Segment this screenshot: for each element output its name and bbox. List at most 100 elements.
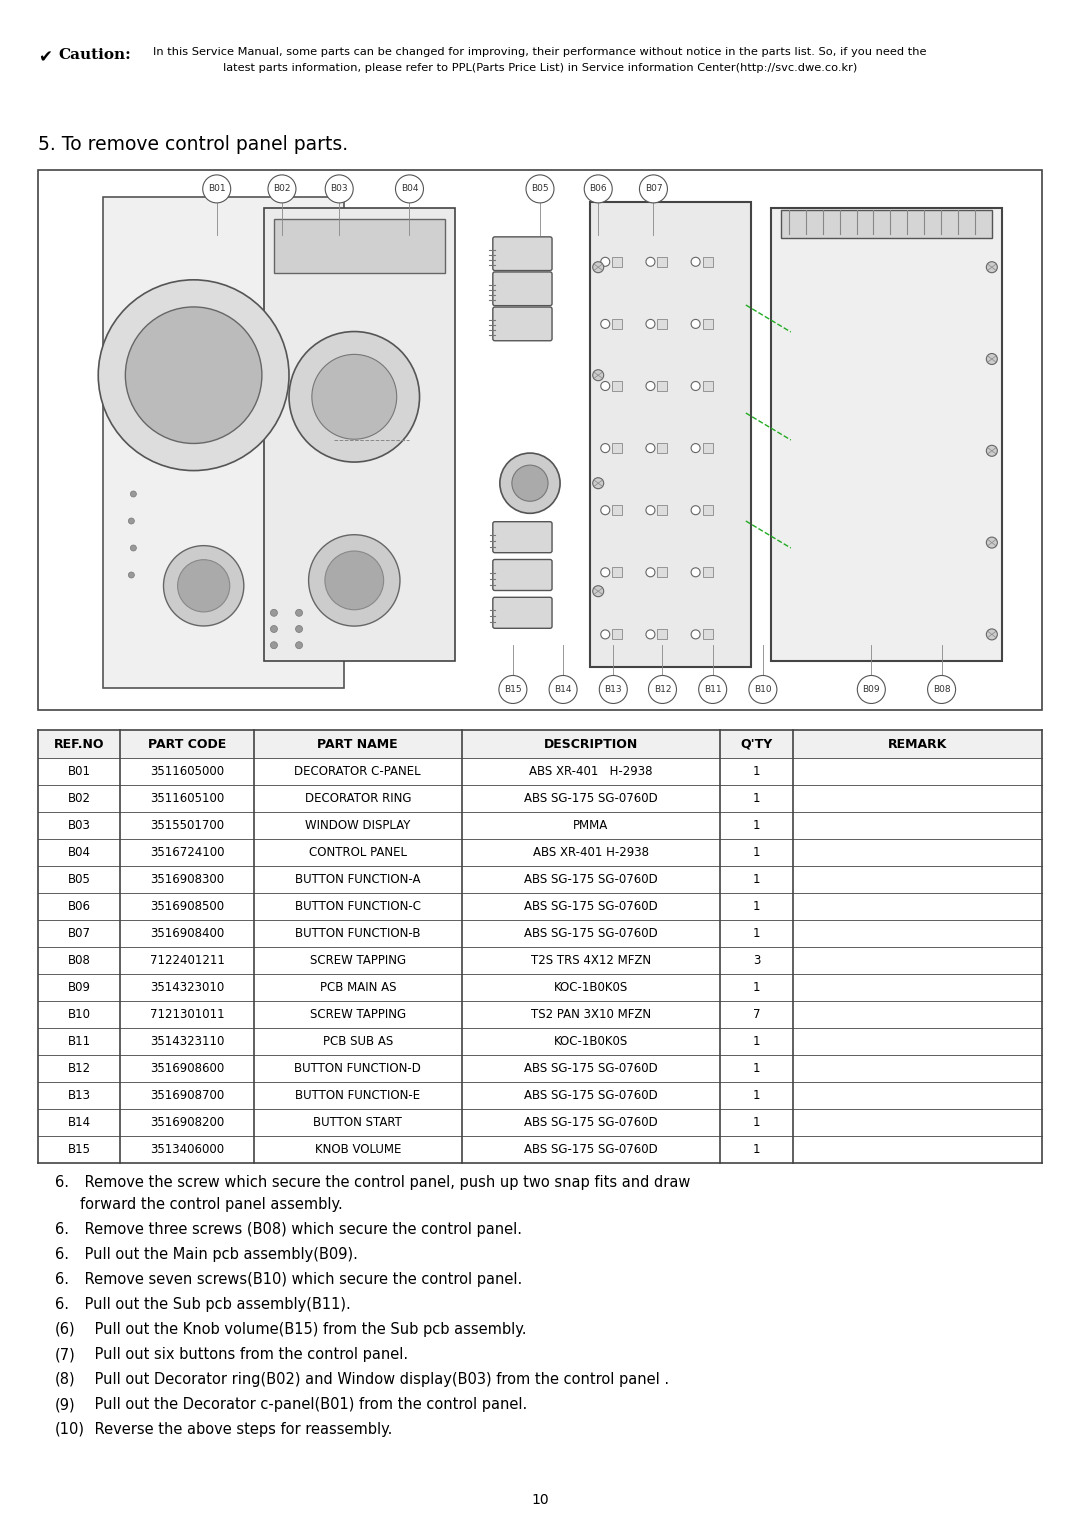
Text: 3516908500: 3516908500: [150, 900, 225, 914]
Text: B05: B05: [68, 872, 91, 886]
Text: 6.: 6.: [55, 1271, 69, 1287]
Text: ABS XR-401 H-2938: ABS XR-401 H-2938: [532, 847, 649, 859]
Text: B01: B01: [207, 185, 226, 194]
Circle shape: [600, 257, 610, 266]
Text: 1: 1: [753, 847, 760, 859]
Circle shape: [699, 675, 727, 703]
Circle shape: [639, 174, 667, 203]
Text: B15: B15: [504, 685, 522, 694]
Circle shape: [691, 568, 700, 576]
Text: BUTTON FUNCTION-A: BUTTON FUNCTION-A: [295, 872, 420, 886]
Bar: [612, 257, 622, 267]
Bar: [703, 630, 713, 639]
Circle shape: [177, 559, 230, 611]
Text: 1: 1: [753, 1115, 760, 1129]
Circle shape: [125, 307, 261, 443]
Text: 7122401211: 7122401211: [150, 953, 225, 967]
Text: ABS SG-175 SG-0760D: ABS SG-175 SG-0760D: [524, 1115, 658, 1129]
Text: forward the control panel assembly.: forward the control panel assembly.: [80, 1196, 342, 1212]
Text: KNOB VOLUME: KNOB VOLUME: [314, 1143, 401, 1157]
FancyBboxPatch shape: [492, 272, 552, 306]
Text: B12: B12: [68, 1062, 91, 1076]
Text: DECORATOR RING: DECORATOR RING: [305, 792, 411, 805]
Text: TS2 PAN 3X10 MFZN: TS2 PAN 3X10 MFZN: [530, 1008, 651, 1021]
Text: B10: B10: [68, 1008, 91, 1021]
Text: KOC-1B0K0S: KOC-1B0K0S: [554, 981, 627, 995]
Text: DECORATOR C-PANEL: DECORATOR C-PANEL: [295, 766, 421, 778]
Text: Reverse the above steps for reassembly.: Reverse the above steps for reassembly.: [90, 1423, 392, 1436]
Circle shape: [648, 675, 676, 703]
Text: 1: 1: [753, 1034, 760, 1048]
Bar: [612, 443, 622, 454]
Text: ABS SG-175 SG-0760D: ABS SG-175 SG-0760D: [524, 1143, 658, 1157]
Circle shape: [646, 568, 654, 576]
Text: 3516908700: 3516908700: [150, 1089, 225, 1102]
Text: Pull out the Decorator c-panel(B01) from the control panel.: Pull out the Decorator c-panel(B01) from…: [90, 1397, 527, 1412]
Text: ✔: ✔: [38, 47, 52, 66]
Text: B08: B08: [933, 685, 950, 694]
Circle shape: [312, 354, 396, 439]
Circle shape: [593, 370, 604, 380]
Text: B14: B14: [554, 685, 571, 694]
Text: 3516908400: 3516908400: [150, 927, 225, 940]
Text: T2S TRS 4X12 MFZN: T2S TRS 4X12 MFZN: [530, 953, 651, 967]
Circle shape: [986, 538, 997, 549]
Text: ABS XR-401   H-2938: ABS XR-401 H-2938: [529, 766, 652, 778]
Bar: [612, 506, 622, 515]
Text: 3515501700: 3515501700: [150, 819, 225, 833]
Text: B02: B02: [273, 185, 291, 194]
Bar: [703, 506, 713, 515]
Circle shape: [129, 571, 134, 578]
Text: ABS SG-175 SG-0760D: ABS SG-175 SG-0760D: [524, 872, 658, 886]
Bar: [612, 380, 622, 391]
Circle shape: [163, 545, 244, 626]
Circle shape: [858, 675, 886, 703]
Text: 3514323010: 3514323010: [150, 981, 225, 995]
Circle shape: [512, 465, 548, 501]
Circle shape: [600, 568, 610, 576]
Circle shape: [268, 174, 296, 203]
Bar: [658, 567, 667, 578]
Circle shape: [593, 585, 604, 597]
Text: CONTROL PANEL: CONTROL PANEL: [309, 847, 407, 859]
Text: B08: B08: [68, 953, 91, 967]
Circle shape: [691, 257, 700, 266]
Circle shape: [395, 174, 423, 203]
Text: B12: B12: [653, 685, 672, 694]
Bar: [658, 630, 667, 639]
Text: (7): (7): [55, 1348, 76, 1361]
Text: Pull out Decorator ring(B02) and Window display(B03) from the control panel .: Pull out Decorator ring(B02) and Window …: [90, 1372, 670, 1387]
Text: PART NAME: PART NAME: [318, 738, 399, 750]
Circle shape: [549, 675, 577, 703]
Circle shape: [289, 332, 419, 461]
Text: REMARK: REMARK: [888, 738, 947, 750]
Text: 3: 3: [753, 953, 760, 967]
Circle shape: [646, 443, 654, 452]
Text: SCREW TAPPING: SCREW TAPPING: [310, 1008, 406, 1021]
Circle shape: [203, 174, 231, 203]
Circle shape: [691, 506, 700, 515]
FancyBboxPatch shape: [492, 559, 552, 590]
Text: SCREW TAPPING: SCREW TAPPING: [310, 953, 406, 967]
Circle shape: [500, 454, 561, 513]
Text: 7121301011: 7121301011: [150, 1008, 225, 1021]
Text: B06: B06: [68, 900, 91, 914]
Circle shape: [748, 675, 777, 703]
Circle shape: [691, 443, 700, 452]
Bar: [38, 170, 1042, 711]
Text: B03: B03: [330, 185, 348, 194]
Bar: [658, 257, 667, 267]
Text: BUTTON FUNCTION-D: BUTTON FUNCTION-D: [295, 1062, 421, 1076]
Bar: [781, 209, 991, 238]
Circle shape: [646, 506, 654, 515]
Text: 1: 1: [753, 819, 760, 833]
Text: ABS SG-175 SG-0760D: ABS SG-175 SG-0760D: [524, 927, 658, 940]
Text: 1: 1: [753, 1089, 760, 1102]
Circle shape: [325, 174, 353, 203]
Circle shape: [986, 353, 997, 365]
Text: BUTTON START: BUTTON START: [313, 1115, 402, 1129]
Bar: [703, 257, 713, 267]
Text: 3516724100: 3516724100: [150, 847, 225, 859]
Text: latest parts information, please refer to PPL(Parts Price List) in Service infor: latest parts information, please refer t…: [222, 63, 858, 73]
FancyBboxPatch shape: [492, 307, 552, 341]
